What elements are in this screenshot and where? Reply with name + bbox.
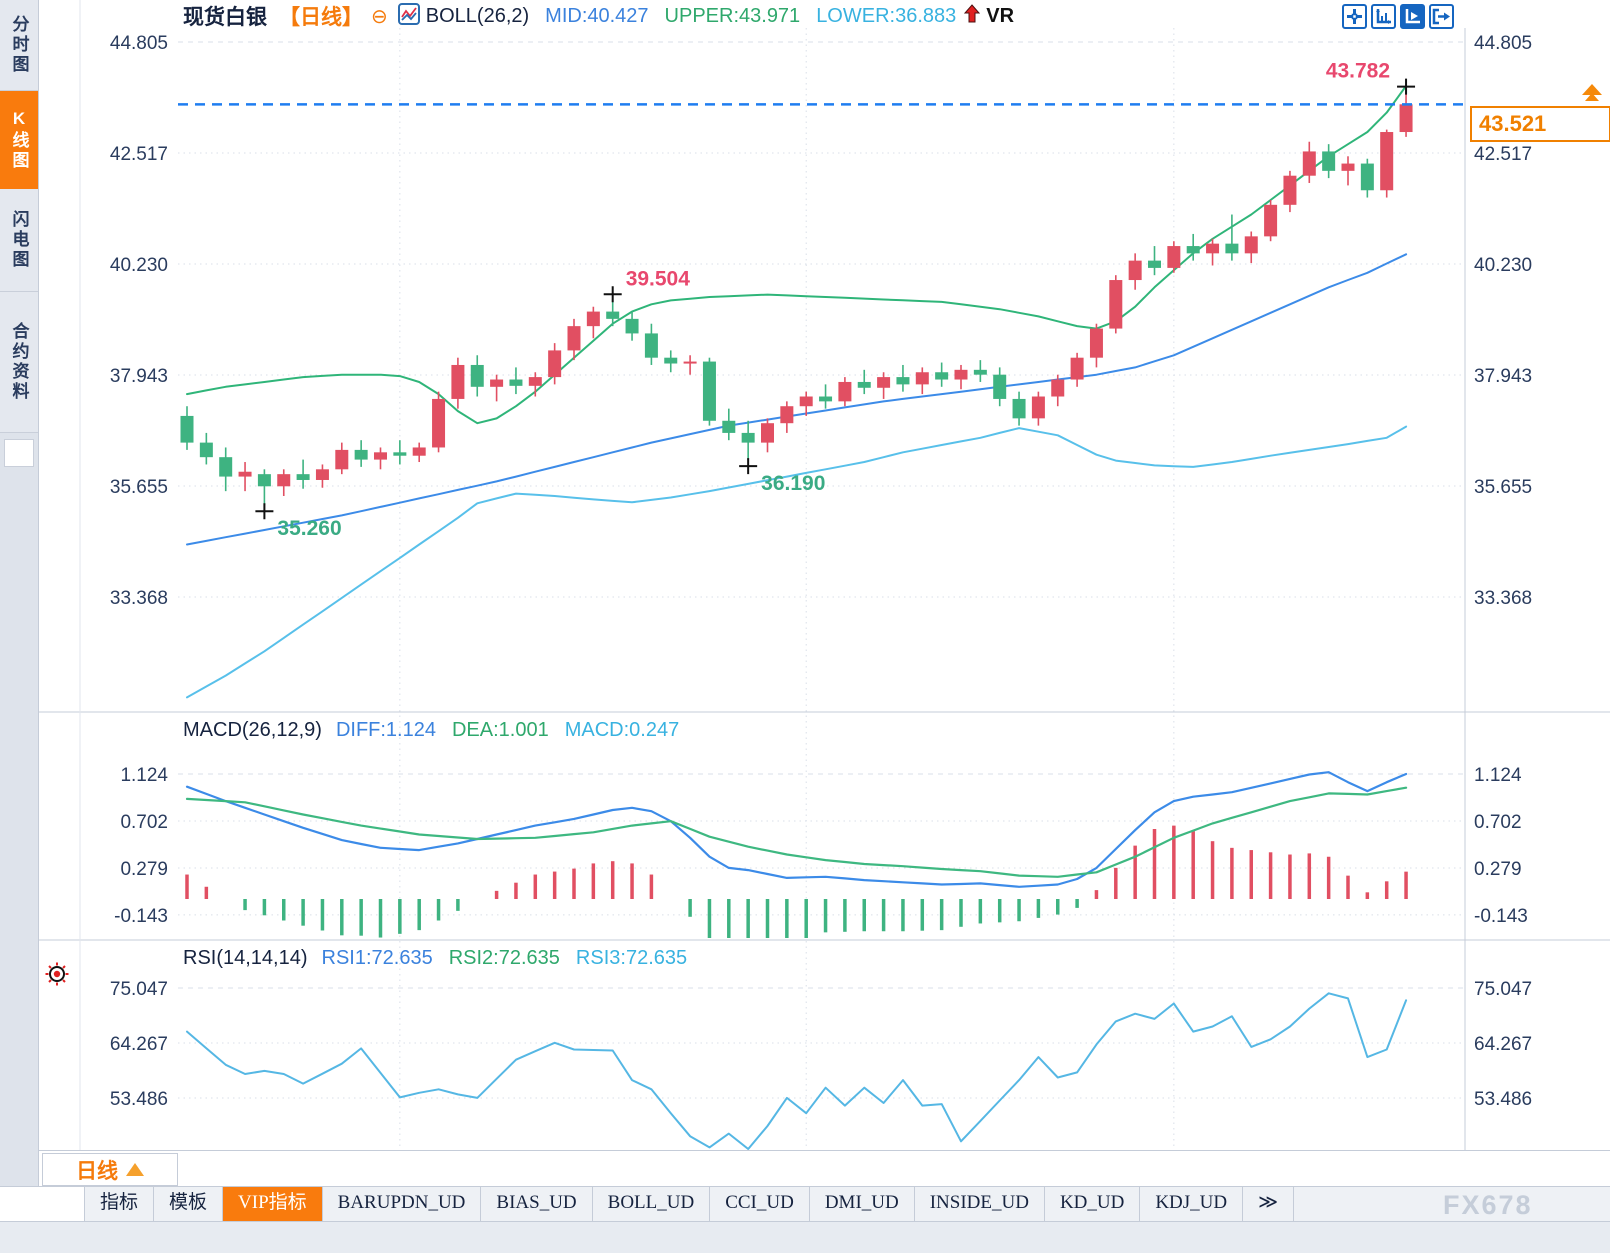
symbol-title: 现货白银: [183, 6, 267, 29]
svg-text:1.124: 1.124: [120, 765, 168, 786]
rsi-title: RSI(14,14,14): [183, 946, 308, 969]
tab-more[interactable]: ≫: [1243, 1187, 1294, 1221]
indicator-toolbar: 指标 模板 VIP指标 BARUPDN_UD BIAS_UD BOLL_UD CCI_UD D…: [0, 1186, 1610, 1222]
svg-text:36.190: 36.190: [761, 472, 825, 495]
svg-text:53.486: 53.486: [1474, 1089, 1532, 1110]
svg-text:-0.143: -0.143: [114, 906, 168, 927]
tab-cci[interactable]: CCI_UD: [710, 1187, 810, 1221]
up-arrow-icon: [964, 3, 981, 29]
grid-layer: [39, 0, 1610, 1157]
svg-text:42.517: 42.517: [1474, 144, 1532, 165]
svg-text:40.230: 40.230: [110, 255, 168, 276]
alert-sun-icon[interactable]: [45, 962, 69, 991]
svg-text:43.782: 43.782: [1326, 60, 1390, 83]
svg-text:42.517: 42.517: [110, 144, 168, 165]
sidebar-item-3[interactable]: 合约资料: [0, 292, 38, 433]
tab-bias[interactable]: BIAS_UD: [481, 1187, 593, 1221]
tab-kdj[interactable]: KDJ_UD: [1140, 1187, 1244, 1221]
svg-text:35.655: 35.655: [1474, 477, 1532, 498]
svg-text:64.267: 64.267: [110, 1034, 168, 1055]
macd-title: MACD(26,12,9): [183, 718, 322, 741]
pop-out-icon[interactable]: [1429, 4, 1454, 29]
svg-text:0.702: 0.702: [120, 812, 168, 833]
chart-toolbar: [1342, 4, 1454, 29]
sidebar-blank-box: [4, 439, 34, 467]
svg-text:33.368: 33.368: [1474, 588, 1532, 609]
tab-indicators[interactable]: 指标: [85, 1187, 155, 1221]
sidebar-item-2[interactable]: 闪电图: [0, 189, 38, 292]
svg-text:0.702: 0.702: [1474, 812, 1522, 833]
tab-barupdn[interactable]: BARUPDN_UD: [322, 1187, 482, 1221]
svg-text:0.279: 0.279: [1474, 859, 1522, 880]
vr-indicator-label[interactable]: VR: [986, 4, 1015, 27]
tab-boll[interactable]: BOLL_UD: [592, 1187, 711, 1221]
main-price-layer: [180, 84, 1413, 699]
rsi2-value: RSI2:72.635: [448, 946, 560, 969]
svg-text:40.230: 40.230: [1474, 255, 1532, 276]
chart-header: 现货白银 【日线】 ⊖ BOLL(26,2) MID:40.427 UPPER:…: [183, 2, 1015, 30]
svg-text:37.943: 37.943: [110, 366, 168, 387]
rsi1-value: RSI1:72.635: [321, 946, 433, 969]
svg-text:37.943: 37.943: [1474, 366, 1532, 387]
svg-text:44.805: 44.805: [110, 33, 168, 54]
boll-upper-value: UPPER:43.971: [664, 4, 801, 27]
period-selector-label: 日线: [76, 1159, 118, 1183]
svg-text:35.655: 35.655: [110, 477, 168, 498]
boll-mid-value: MID:40.427: [545, 4, 649, 27]
crosshair-pan-icon[interactable]: [1342, 4, 1367, 29]
svg-text:75.047: 75.047: [1474, 979, 1532, 1000]
axis-range-icon[interactable]: [1371, 4, 1396, 29]
price-up-arrow-icon: [1580, 84, 1604, 111]
svg-text:33.368: 33.368: [110, 588, 168, 609]
svg-text:64.267: 64.267: [1474, 1034, 1532, 1055]
macd-dea-value: DEA:1.001: [451, 718, 549, 741]
svg-text:35.260: 35.260: [277, 517, 341, 540]
xaxis-row: 日线: [39, 1150, 1610, 1186]
tab-kd[interactable]: KD_UD: [1044, 1187, 1141, 1221]
period-label: 【日线】: [279, 6, 363, 29]
tab-dmi[interactable]: DMI_UD: [809, 1187, 915, 1221]
boll-lower-value: LOWER:36.883: [816, 4, 957, 27]
svg-text:44.805: 44.805: [1474, 33, 1532, 54]
rsi3-value: RSI3:72.635: [575, 946, 688, 969]
svg-text:-0.143: -0.143: [1474, 906, 1528, 927]
macd-macd-value: MACD:0.247: [564, 718, 680, 741]
axis-labels-layer: 44.805 44.805 42.517 42.517 40.230 40.230 37.9…: [110, 33, 1532, 1180]
boll-indicator-title: BOLL(26,2): [425, 4, 530, 27]
rsi-layer: [186, 992, 1408, 1150]
sidebar: 分时图 K线图 闪电图 合约资料: [0, 0, 39, 1252]
bottom-strip: [0, 1221, 1610, 1253]
svg-text:0.279: 0.279: [120, 859, 168, 880]
macd-diff-value: DIFF:1.124: [335, 718, 436, 741]
triangle-up-icon: [126, 1163, 144, 1176]
tab-templates[interactable]: 模板: [154, 1187, 224, 1221]
sidebar-item-0[interactable]: 分时图: [0, 0, 38, 91]
watermark: FX678: [1443, 1190, 1533, 1220]
axis-scale-icon-active[interactable]: [1400, 4, 1425, 29]
tab-inside[interactable]: INSIDE_UD: [914, 1187, 1045, 1221]
boll-chart-icon[interactable]: [397, 2, 420, 30]
tab-vip-indicators[interactable]: VIP指标: [223, 1187, 323, 1221]
sidebar-item-1[interactable]: K线图: [0, 91, 38, 189]
svg-text:75.047: 75.047: [110, 979, 168, 1000]
svg-text:1.124: 1.124: [1474, 765, 1522, 786]
period-selector-button[interactable]: 日线: [42, 1153, 178, 1186]
macd-layer: [185, 771, 1408, 938]
toolbar-spacer: [0, 1187, 85, 1221]
current-price-tag: 43.521: [1470, 106, 1610, 142]
svg-text:39.504: 39.504: [626, 267, 691, 290]
rsi-panel-header: RSI(14,14,14) RSI1:72.635 RSI2:72.635 RS…: [183, 946, 687, 970]
collapse-indicator-icon[interactable]: ⊖: [371, 5, 388, 28]
macd-panel-header: MACD(26,12,9) DIFF:1.124 DEA:1.001 MACD:…: [183, 718, 679, 742]
svg-text:53.486: 53.486: [110, 1089, 168, 1110]
